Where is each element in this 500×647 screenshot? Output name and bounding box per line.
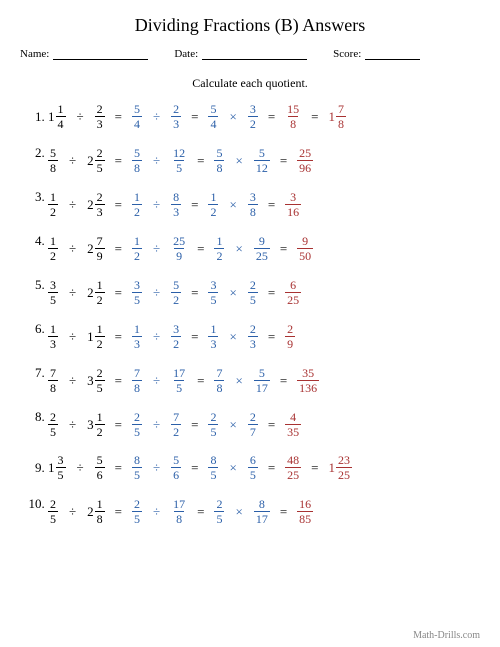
fraction: 35	[208, 279, 218, 306]
fraction: 85	[208, 454, 218, 481]
fraction: 435	[285, 411, 301, 438]
problem-row: 35÷212=35÷52=35×25=625	[48, 278, 480, 306]
fraction: 12	[48, 191, 58, 218]
fraction: 512	[254, 147, 270, 174]
mixed-number: 178	[329, 103, 347, 130]
fraction: 78	[214, 367, 224, 394]
score-blank	[365, 48, 420, 60]
fraction: 13	[132, 323, 142, 350]
score-label: Score:	[333, 48, 361, 60]
mixed-number: 312	[87, 411, 105, 438]
fraction: 12	[48, 235, 58, 262]
name-label: Name:	[20, 48, 49, 60]
fraction: 23	[95, 103, 105, 130]
fraction: 23	[171, 103, 181, 130]
fraction: 13	[48, 323, 58, 350]
fraction: 25	[214, 498, 224, 525]
meta-row: Name: Date: Score:	[20, 48, 480, 60]
mixed-number: 279	[87, 235, 105, 262]
problem-row: 12÷279=12÷259=12×925=950	[48, 234, 480, 262]
fraction: 35	[132, 279, 142, 306]
fraction: 12	[132, 191, 142, 218]
fraction: 25	[132, 498, 142, 525]
fraction: 625	[285, 279, 301, 306]
mixed-number: 325	[87, 367, 105, 394]
fraction: 29	[285, 323, 295, 350]
fraction: 32	[171, 323, 181, 350]
fraction: 925	[254, 235, 270, 262]
problem-row: 135÷56=85÷56=85×65=4825=12325	[48, 454, 480, 481]
fraction: 56	[95, 454, 105, 481]
mixed-number: 12325	[329, 454, 353, 481]
fraction: 72	[171, 411, 181, 438]
fraction: 178	[171, 498, 187, 525]
problem-list: 114÷23=54÷23=54×32=158=178 58÷225=58÷125=…	[20, 103, 480, 525]
date-label: Date:	[174, 48, 198, 60]
fraction: 25	[248, 279, 258, 306]
problem-row: 12÷223=12÷83=12×38=316	[48, 190, 480, 218]
fraction: 52	[171, 279, 181, 306]
fraction: 35	[48, 279, 58, 306]
fraction: 12	[132, 235, 142, 262]
fraction: 78	[48, 367, 58, 394]
fraction: 950	[297, 235, 313, 262]
fraction: 2596	[297, 147, 313, 174]
fraction: 25	[208, 411, 218, 438]
problem-row: 13÷112=13÷32=13×23=29	[48, 322, 480, 350]
fraction: 38	[248, 191, 258, 218]
fraction: 54	[208, 103, 218, 130]
footer: Math-Drills.com	[413, 630, 480, 641]
fraction: 12	[214, 235, 224, 262]
fraction: 316	[285, 191, 301, 218]
fraction: 65	[248, 454, 258, 481]
date-blank	[202, 48, 307, 60]
fraction: 25	[48, 411, 58, 438]
mixed-number: 114	[48, 103, 66, 130]
fraction: 56	[171, 454, 181, 481]
problem-row: 25÷218=25÷178=25×817=1685	[48, 497, 480, 525]
fraction: 58	[214, 147, 224, 174]
fraction: 32	[248, 103, 258, 130]
fraction: 78	[132, 367, 142, 394]
fraction: 125	[171, 147, 187, 174]
fraction: 4825	[285, 454, 301, 481]
fraction: 1685	[297, 498, 313, 525]
fraction: 27	[248, 411, 258, 438]
fraction: 35136	[297, 367, 319, 394]
problem-row: 25÷312=25÷72=25×27=435	[48, 410, 480, 438]
fraction: 158	[285, 103, 301, 130]
fraction: 25	[132, 411, 142, 438]
mixed-number: 225	[87, 147, 105, 174]
fraction: 13	[208, 323, 218, 350]
fraction: 12	[208, 191, 218, 218]
problem-row: 114÷23=54÷23=54×32=158=178	[48, 103, 480, 130]
fraction: 23	[248, 323, 258, 350]
fraction: 517	[254, 367, 270, 394]
page-title: Dividing Fractions (B) Answers	[20, 15, 480, 36]
mixed-number: 218	[87, 498, 105, 525]
problem-row: 78÷325=78÷175=78×517=35136	[48, 366, 480, 394]
problem-row: 58÷225=58÷125=58×512=2596	[48, 146, 480, 174]
fraction: 817	[254, 498, 270, 525]
fraction: 58	[48, 147, 58, 174]
fraction: 25	[48, 498, 58, 525]
fraction: 54	[132, 103, 142, 130]
name-blank	[53, 48, 148, 60]
mixed-number: 212	[87, 279, 105, 306]
fraction: 175	[171, 367, 187, 394]
instruction: Calculate each quotient.	[20, 76, 480, 91]
mixed-number: 112	[87, 323, 105, 350]
fraction: 83	[171, 191, 181, 218]
mixed-number: 223	[87, 191, 105, 218]
fraction: 259	[171, 235, 187, 262]
mixed-number: 135	[48, 454, 66, 481]
fraction: 58	[132, 147, 142, 174]
fraction: 85	[132, 454, 142, 481]
